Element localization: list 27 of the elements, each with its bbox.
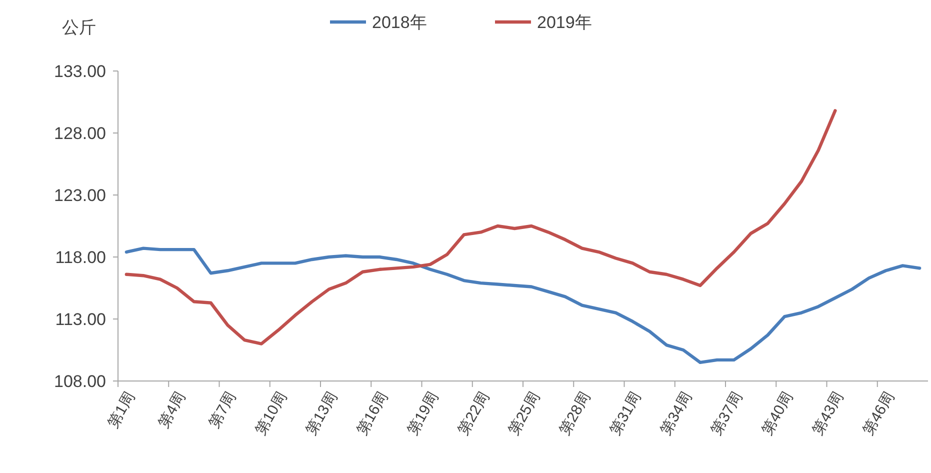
x-tick-label: 第16周 [354, 389, 392, 438]
y-axis-title: 公斤 [62, 18, 96, 37]
x-tick-label: 第19周 [404, 389, 442, 438]
x-tick-label: 第22周 [454, 389, 493, 438]
line-series [124, 109, 837, 346]
y-tick-label: 113.00 [55, 310, 106, 329]
x-tick-label: 第25周 [505, 389, 544, 438]
y-tick-label: 108.00 [54, 372, 106, 391]
legend-label: 2019年 [537, 13, 592, 32]
x-tick-label: 第34周 [657, 389, 696, 438]
x-tick-label: 第4周 [155, 389, 190, 431]
x-tick-label: 第7周 [206, 389, 240, 431]
x-tick-label: 第43周 [809, 389, 848, 438]
x-tick-label: 第31周 [606, 389, 645, 438]
line-series [124, 246, 922, 364]
y-tick-label: 133.00 [54, 62, 106, 81]
x-tick-label: 第13周 [302, 389, 341, 438]
x-tick-label: 第46周 [860, 389, 898, 438]
x-tick-label: 第37周 [708, 389, 746, 438]
legend-label: 2018年 [372, 13, 427, 32]
x-tick-label: 第40周 [758, 389, 797, 438]
x-tick-label: 第10周 [252, 389, 290, 438]
x-tick-label: 第1周 [104, 389, 138, 431]
y-tick-label: 118.00 [55, 248, 106, 267]
y-tick-label: 128.00 [54, 124, 106, 143]
y-tick-label: 123.00 [54, 186, 106, 205]
x-tick-label: 第28周 [556, 389, 594, 438]
